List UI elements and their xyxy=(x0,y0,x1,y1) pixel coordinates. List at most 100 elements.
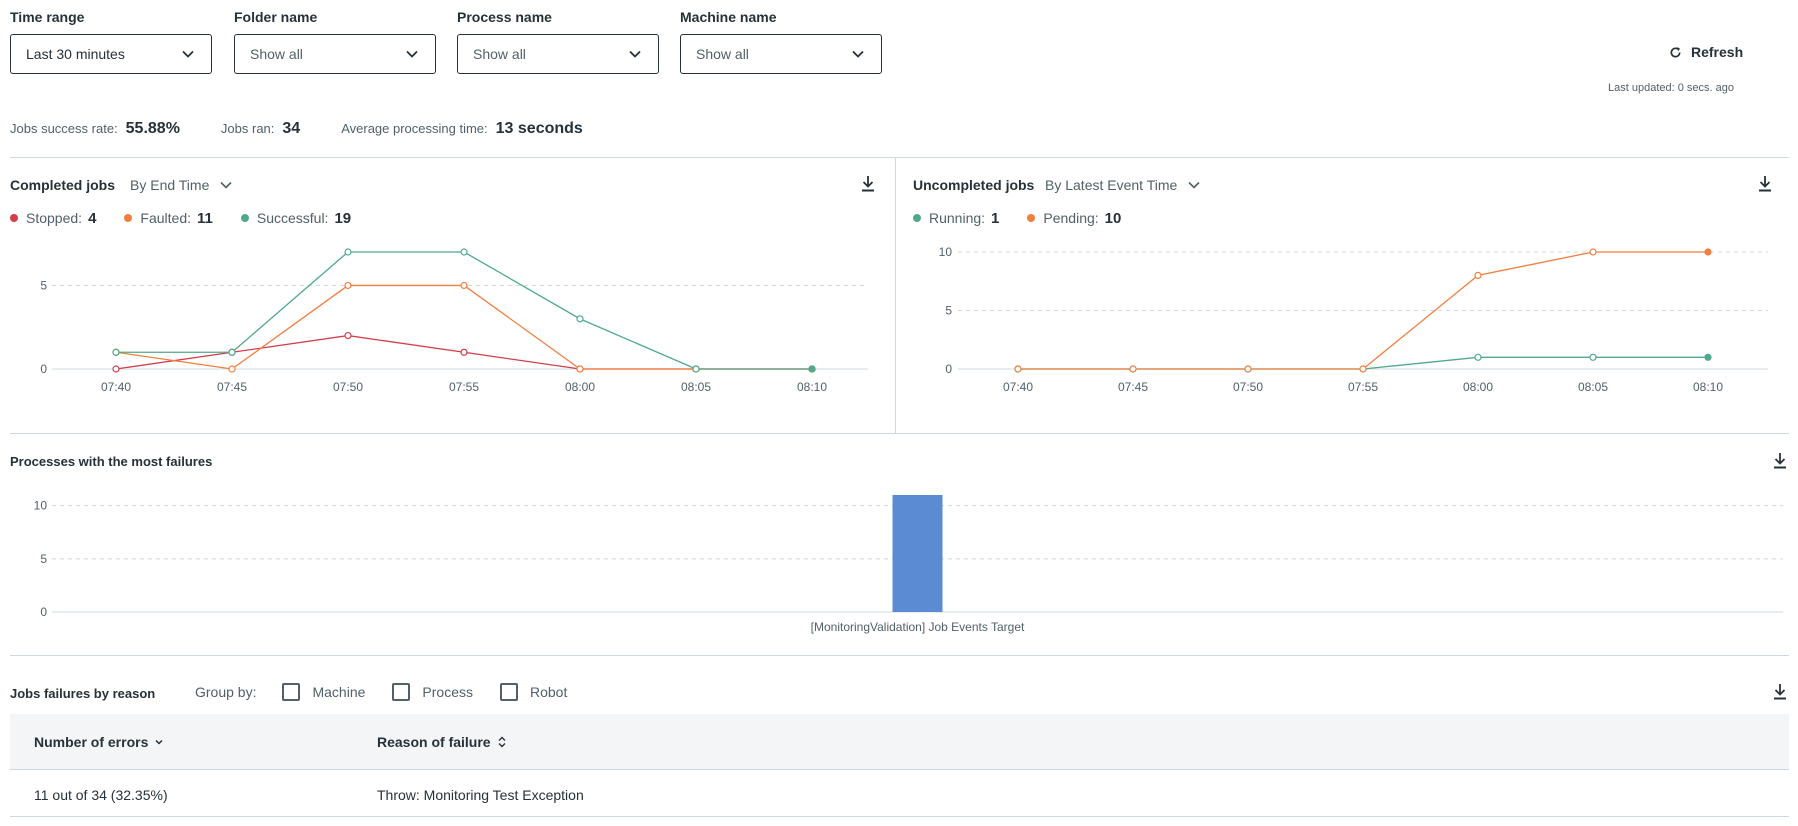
time-range-select[interactable]: Last 30 minutes xyxy=(10,34,212,74)
process-filter: Process name Show all xyxy=(457,8,659,74)
download-icon[interactable] xyxy=(1772,452,1788,470)
group-by-label: Group by: xyxy=(195,684,257,700)
column-header-errors[interactable]: Number of errors xyxy=(34,734,164,750)
time-range-label: Time range xyxy=(10,9,85,25)
x-tick-label: 08:10 xyxy=(797,380,827,394)
completed-legend: Stopped: 4 Faulted: 11 Successful: 19 xyxy=(10,210,379,227)
stats-bar: Jobs success rate: 55.88% Jobs ran: 34 A… xyxy=(10,120,624,138)
table-header: Number of errors Reason of failure xyxy=(10,714,1789,770)
uncompleted-legend: Running: 1 Pending: 10 xyxy=(913,210,1149,227)
legend-value: 1 xyxy=(991,210,1000,227)
uncompleted-jobs-chart: 0 5 10 07:40 07:45 07:50 07:55 08:00 08:05 08:10 xyxy=(939,245,1768,394)
legend-label: Stopped: xyxy=(26,210,83,226)
data-point-stopped xyxy=(112,365,120,373)
legend-label: Faulted: xyxy=(140,210,191,226)
legend-dot xyxy=(1027,214,1036,222)
x-tick-label: 07:55 xyxy=(1348,380,1378,394)
divider xyxy=(895,157,896,434)
data-point-successful xyxy=(344,248,352,256)
data-point-running xyxy=(1589,353,1597,361)
avg-time-label: Average processing time: xyxy=(341,121,488,136)
download-icon[interactable] xyxy=(860,175,876,193)
divider xyxy=(10,433,1789,434)
data-point-successful xyxy=(228,348,236,356)
checkbox-box xyxy=(282,683,301,701)
y-tick-label: 0 xyxy=(945,362,952,376)
group-by-process-checkbox[interactable]: Process xyxy=(392,683,473,701)
chevron-down-icon xyxy=(852,50,864,58)
data-point-pending xyxy=(1014,365,1022,373)
download-icon[interactable] xyxy=(1757,175,1773,193)
legend-dot xyxy=(240,214,249,222)
legend-value: 11 xyxy=(197,210,213,227)
x-tick-label: 08:00 xyxy=(1463,380,1493,394)
legend-label: Successful: xyxy=(256,210,329,226)
data-point-successful xyxy=(692,365,700,373)
sort-both-icon xyxy=(498,736,506,748)
data-point-successful xyxy=(808,365,816,373)
machine-label: Machine name xyxy=(680,9,777,25)
data-point-pending xyxy=(1704,248,1712,256)
y-tick-label: 5 xyxy=(40,552,47,566)
uncompleted-jobs-title: Uncompleted jobs xyxy=(913,177,1035,193)
legend-dot xyxy=(124,214,133,222)
legend-label: Pending: xyxy=(1043,210,1099,226)
legend-item-faulted: Faulted: 11 xyxy=(124,210,213,227)
machine-select[interactable]: Show all xyxy=(680,34,882,74)
folder-select[interactable]: Show all xyxy=(234,34,436,74)
checkbox-box xyxy=(392,683,411,701)
folder-label: Folder name xyxy=(234,9,318,25)
x-tick-label: 08:05 xyxy=(681,380,711,394)
jobs-ran-label: Jobs ran: xyxy=(220,121,275,136)
legend-label: Running: xyxy=(929,210,986,226)
process-select[interactable]: Show all xyxy=(457,34,659,74)
x-tick-label: [MonitoringValidation] Job Events Target xyxy=(811,620,1025,634)
download-icon[interactable] xyxy=(1772,683,1788,701)
legend-value: 19 xyxy=(334,210,352,227)
legend-item-pending: Pending: 10 xyxy=(1027,210,1121,227)
group-by-robot-checkbox[interactable]: Robot xyxy=(499,683,567,701)
checkbox-label: Machine xyxy=(312,684,366,700)
divider xyxy=(10,655,1789,656)
chevron-down-icon xyxy=(182,50,194,58)
divider xyxy=(10,816,1789,817)
data-point-pending xyxy=(1589,248,1597,256)
x-tick-label: 07:50 xyxy=(1233,380,1263,394)
column-header-label: Reason of failure xyxy=(377,734,491,750)
data-point-successful xyxy=(460,248,468,256)
y-tick-label: 5 xyxy=(945,304,952,318)
uncompleted-sort-dropdown[interactable]: By Latest Event Time xyxy=(1045,177,1201,193)
folder-filter: Folder name Show all xyxy=(234,8,436,74)
x-tick-label: 07:40 xyxy=(101,380,131,394)
last-updated-text: Last updated: 0 secs. ago xyxy=(1608,82,1734,94)
legend-value: 4 xyxy=(88,210,97,227)
success-rate-value: 55.88% xyxy=(125,120,180,137)
group-by-machine-checkbox[interactable]: Machine xyxy=(282,683,365,701)
checkbox-label: Process xyxy=(422,684,473,700)
failures-title: Processes with the most failures xyxy=(10,454,213,469)
chevron-down-icon xyxy=(220,181,232,189)
data-point-pending xyxy=(1244,365,1252,373)
x-tick-label: 07:40 xyxy=(1003,380,1033,394)
divider xyxy=(10,157,1789,158)
folder-value: Show all xyxy=(250,46,303,62)
table-cell-errors: 11 out of 34 (32.35%) xyxy=(34,787,168,803)
data-point-stopped xyxy=(460,348,468,356)
completed-jobs-title: Completed jobs xyxy=(10,177,116,193)
data-point-successful xyxy=(112,348,120,356)
data-point-pending xyxy=(1359,365,1367,373)
column-header-reason[interactable]: Reason of failure xyxy=(377,734,507,750)
completed-jobs-chart: 0 5 07:40 07:45 07:50 07:55 08:00 08:05 08:10 xyxy=(40,248,868,394)
data-point-faulted xyxy=(460,281,468,290)
data-point-faulted xyxy=(344,281,352,290)
completed-sort-dropdown[interactable]: By End Time xyxy=(130,177,233,193)
legend-item-successful: Successful: 19 xyxy=(240,210,352,227)
bar xyxy=(892,495,943,612)
x-tick-label: 07:45 xyxy=(217,380,247,394)
x-tick-label: 07:50 xyxy=(333,380,363,394)
chevron-down-icon xyxy=(406,50,418,58)
column-header-label: Number of errors xyxy=(34,734,149,750)
refresh-button[interactable]: Refresh xyxy=(1669,44,1743,60)
checkbox-box xyxy=(499,683,518,701)
x-tick-label: 07:55 xyxy=(449,380,479,394)
